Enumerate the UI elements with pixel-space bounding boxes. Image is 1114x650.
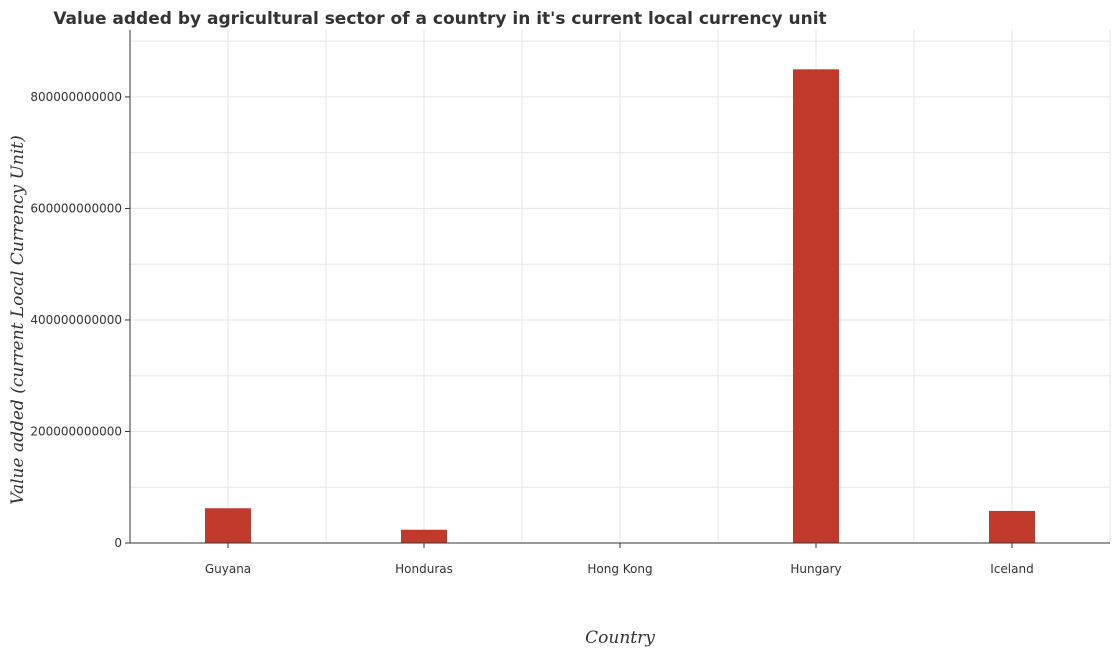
x-tick-label: Guyana: [205, 562, 251, 576]
y-axis-label: Value added (current Local Currency Unit…: [8, 135, 28, 505]
x-tick-label: Iceland: [990, 562, 1033, 576]
y-tick-label: 400000000000: [30, 313, 122, 327]
x-tick-label: Hong Kong: [587, 562, 652, 576]
x-tick-label: Hungary: [790, 562, 841, 576]
x-axis-label: Country: [585, 628, 655, 648]
y-tick-label: 200000000000: [30, 424, 122, 438]
bar-guyana: [205, 508, 251, 543]
grid-lines: [129, 30, 1111, 544]
bar-honduras: [401, 529, 447, 543]
bars: [205, 69, 1035, 544]
chart-title: Value added by agricultural sector of a …: [53, 9, 826, 29]
x-tick-label: Honduras: [395, 562, 453, 576]
y-tick-label: 600000000000: [30, 201, 122, 215]
y-tick-labels: 0 200000000000 400000000000 600000000000 800…: [30, 90, 122, 550]
x-tick-labels: Guyana Honduras Hong Kong Hungary Iceland: [205, 562, 1034, 576]
y-tick-label: 800000000000: [30, 90, 122, 104]
bar-iceland: [989, 510, 1035, 543]
bar-hungary: [793, 69, 839, 544]
axes: [125, 30, 1110, 548]
y-tick-label: 0: [114, 536, 122, 550]
